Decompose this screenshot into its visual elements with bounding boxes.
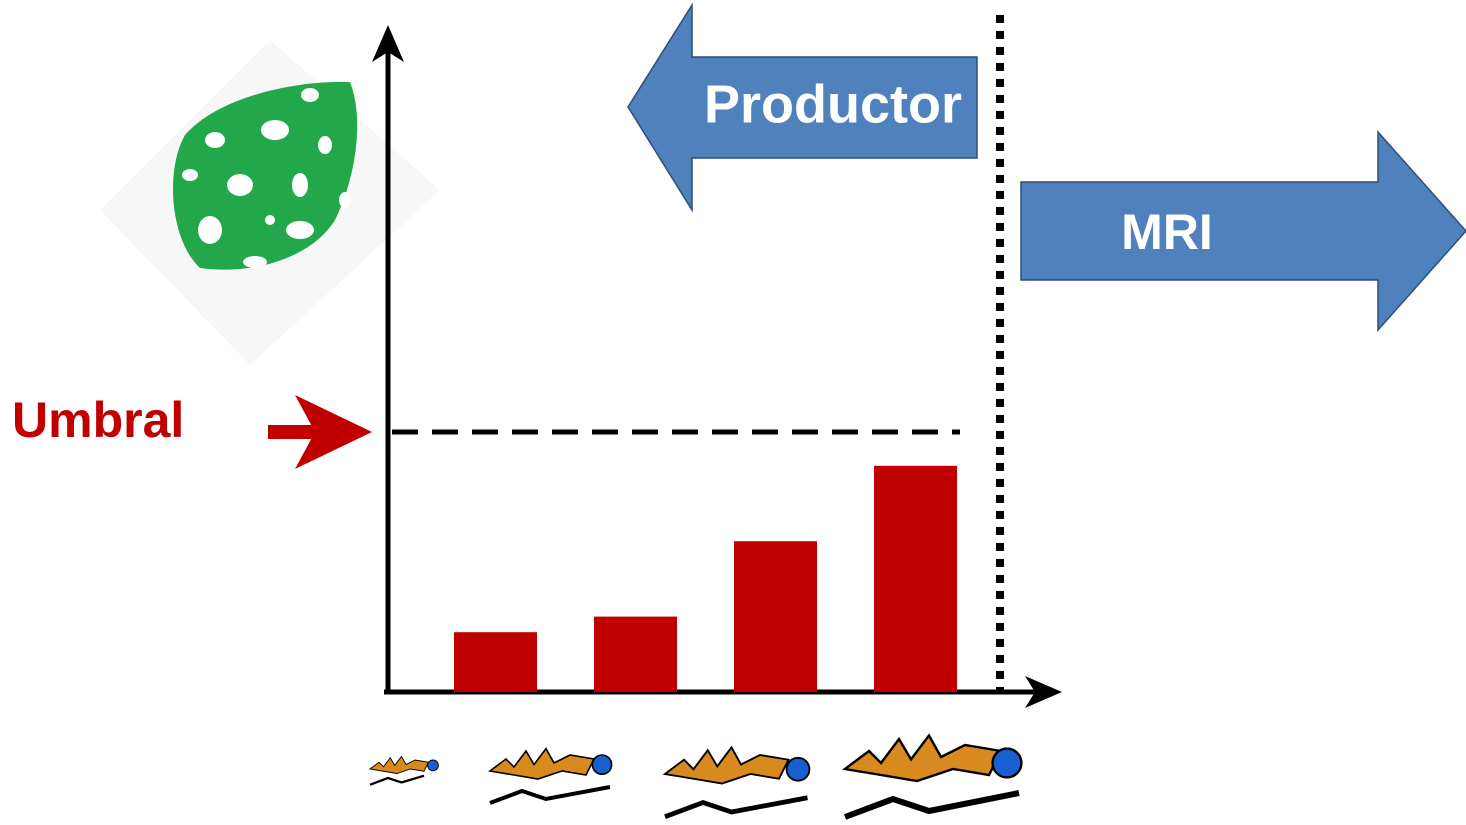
mri-arrow [1020,130,1466,332]
leaf-icon [100,40,440,365]
productor-arrow [627,2,978,213]
bar [594,616,677,692]
threshold-label: Umbral [12,392,184,448]
caterpillar-icons [368,733,1023,820]
productor-label: Productor [704,74,962,134]
threshold-pointer-head [295,395,372,469]
bar [734,541,817,692]
bar [874,465,957,692]
x-axis-arrowhead [1025,676,1062,708]
y-axis-arrowhead [372,25,404,62]
bar [454,632,537,692]
mri-label: MRI [1121,204,1213,260]
